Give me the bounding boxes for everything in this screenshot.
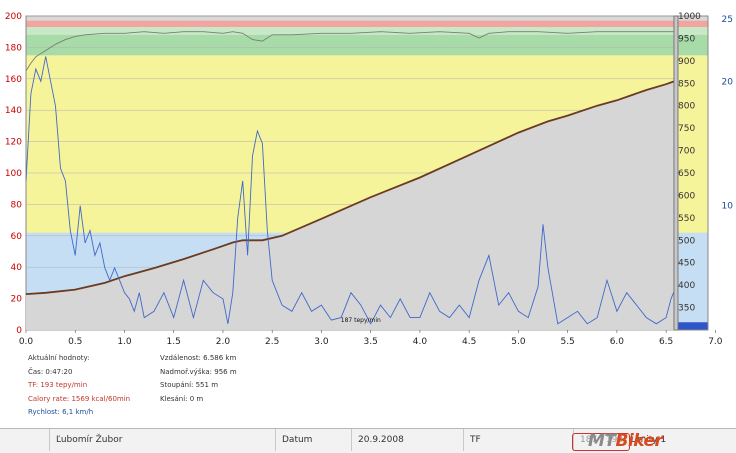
threshold-label: 187 tepy/min xyxy=(341,317,381,324)
y-left-tick-7: 140 xyxy=(5,106,22,116)
limits-label[interactable]: Limity 1 xyxy=(630,435,667,445)
y-left-tick-0: 0 xyxy=(16,326,22,336)
y-left-tick-3: 60 xyxy=(11,232,23,242)
y-altitude-tick-6: 650 xyxy=(678,169,695,179)
x-tick-8: 4.0 xyxy=(413,337,428,345)
speed-line xyxy=(25,56,677,325)
athlete-name: Ľubomír Žubor xyxy=(50,429,276,451)
y-altitude-tick-10: 850 xyxy=(678,79,695,89)
series-lines xyxy=(25,31,677,330)
y-altitude-tick-11: 900 xyxy=(678,57,695,67)
y-altitude-tick-5: 600 xyxy=(678,191,695,201)
altitude-area xyxy=(26,80,676,330)
y-left-tick-9: 180 xyxy=(5,43,22,53)
x-tick-13: 6.5 xyxy=(659,337,673,345)
y-altitude-tick-0: 350 xyxy=(678,304,695,314)
x-tick-10: 5.0 xyxy=(511,337,526,345)
y-left-tick-5: 100 xyxy=(5,169,22,179)
stat-left-1: Čas: 0:47:20 xyxy=(28,367,73,376)
x-tick-12: 6.0 xyxy=(610,337,625,345)
y-left-tick-6: 120 xyxy=(5,138,22,148)
y-altitude-tick-7: 700 xyxy=(678,147,695,157)
tf-label: TF xyxy=(464,429,574,451)
x-tick-9: 4.5 xyxy=(462,337,476,345)
x-tick-2: 1.0 xyxy=(117,337,132,345)
zone-band-4 xyxy=(26,26,708,35)
y-left-tick-4: 80 xyxy=(11,200,23,210)
stat-left-0: Aktuální hodnoty: xyxy=(28,354,90,362)
x-tick-4: 2.0 xyxy=(216,337,231,345)
y-altitude-tick-13: 1000 xyxy=(678,12,701,22)
zone-band-3 xyxy=(26,34,708,56)
x-tick-14: 7.0 xyxy=(708,337,723,345)
y-speed-tick-2: 25 xyxy=(722,15,733,25)
altitude-line xyxy=(25,79,677,295)
y-altitude-tick-8: 750 xyxy=(678,124,695,134)
y-altitude-tick-4: 550 xyxy=(678,214,695,224)
current-values-panel: Aktuální hodnoty: Čas: 0:47:20 TF: 193 tep… xyxy=(28,352,130,420)
y-altitude-tick-2: 450 xyxy=(678,259,695,269)
y-left-tick-8: 160 xyxy=(5,75,22,85)
x-tick-6: 3.0 xyxy=(314,337,329,345)
y-altitude-tick-12: 950 xyxy=(678,34,695,44)
x-tick-1: 0.5 xyxy=(68,337,82,345)
stat-right-2: Stoupání: 551 m xyxy=(160,381,219,389)
logo-biker: Biker xyxy=(615,431,663,451)
tf-value: 187 / 193 xyxy=(580,435,624,445)
footer-empty-cell xyxy=(0,429,50,451)
y-left-tick-2: 40 xyxy=(11,263,23,273)
stat-right-0: Vzdálenost: 6.586 km xyxy=(160,354,237,362)
y-altitude-tick-1: 400 xyxy=(678,281,695,291)
stat-left-4: Rychlost: 6,1 km/h xyxy=(28,408,94,416)
stat-right-1: Nadmoř.výška: 956 m xyxy=(160,367,237,376)
date-label: Datum xyxy=(276,429,352,451)
y-left-tick-1: 20 xyxy=(11,295,23,305)
x-tick-11: 5.5 xyxy=(560,337,574,345)
stat-right-3: Klesání: 0 m xyxy=(160,394,204,403)
x-tick-3: 1.5 xyxy=(167,337,181,345)
heart_rate-line xyxy=(25,31,676,72)
x-tick-5: 2.5 xyxy=(265,337,279,345)
y-altitude-tick-9: 800 xyxy=(678,102,695,112)
end-marker xyxy=(673,15,679,331)
y-speed-tick-0: 10 xyxy=(722,202,734,212)
x-tick-0: 0.0 xyxy=(19,337,34,345)
summary-panel: Vzdálenost: 6.586 km Nadmoř.výška: 956 m S… xyxy=(160,352,237,406)
y-speed-tick-1: 20 xyxy=(722,77,734,87)
x-tick-7: 3.5 xyxy=(364,337,378,345)
footer-bar: Ľubomír Žubor Datum 20.9.2008 TF 187 / 1… xyxy=(0,428,736,453)
y-left-tick-10: 200 xyxy=(5,12,22,22)
training-chart: 0 20 40 60 80 100 120 140 160 180 200 350 400 450 500 5… xyxy=(4,12,734,345)
logo-mt: MT xyxy=(588,431,616,451)
date-value: 20.9.2008 xyxy=(352,429,464,451)
stat-left-2: TF: 193 tepy/min xyxy=(28,381,88,389)
axis-ticks: 0 20 40 60 80 100 120 140 160 180 200 350 400 450 500 5… xyxy=(5,12,733,345)
zone-band-5 xyxy=(26,20,708,27)
stat-left-3: Calory rate: 1569 kcal/60min xyxy=(28,394,131,403)
tf-value-box[interactable] xyxy=(572,433,630,451)
mtbiker-logo: MTBiker xyxy=(588,431,663,451)
y-altitude-tick-3: 500 xyxy=(678,236,695,246)
